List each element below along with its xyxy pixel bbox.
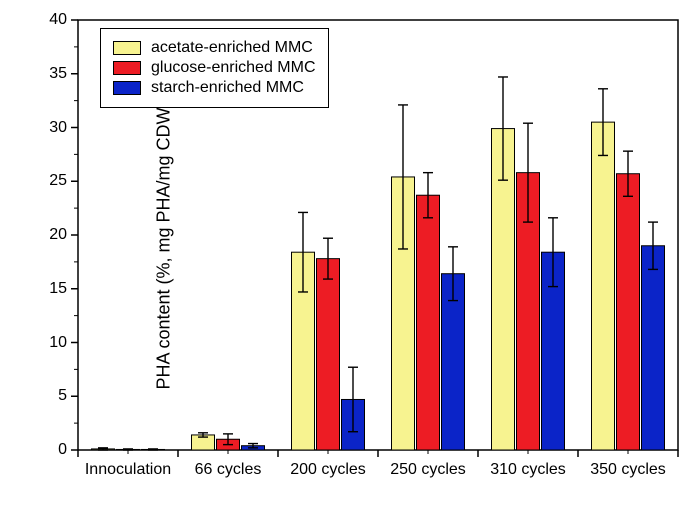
x-tick-label: Innoculation (78, 461, 178, 479)
legend-swatch (113, 41, 141, 55)
x-tick-label: 310 cycles (478, 461, 578, 479)
pha-content-chart: PHA content (%, mg PHA/mg CDW) acetate-e… (0, 0, 700, 510)
x-tick-label: 66 cycles (178, 461, 278, 479)
legend-item-glucose: glucose-enriched MMC (113, 59, 316, 77)
bar-acetate (592, 122, 615, 450)
y-tick-label: 35 (49, 65, 67, 83)
x-tick-label: 200 cycles (278, 461, 378, 479)
x-tick-label: 350 cycles (578, 461, 678, 479)
bar-starch (642, 246, 665, 450)
legend-item-starch: starch-enriched MMC (113, 79, 316, 97)
x-tick-label: 250 cycles (378, 461, 478, 479)
legend-label: acetate-enriched MMC (151, 39, 313, 57)
y-tick-label: 25 (49, 172, 67, 190)
bar-glucose (317, 259, 340, 450)
legend-item-acetate: acetate-enriched MMC (113, 39, 316, 57)
legend-swatch (113, 81, 141, 95)
y-tick-label: 5 (58, 387, 67, 405)
legend-label: starch-enriched MMC (151, 79, 304, 97)
legend-label: glucose-enriched MMC (151, 59, 316, 77)
legend-box: acetate-enriched MMC glucose-enriched MMC… (100, 28, 329, 108)
y-tick-label: 10 (49, 334, 67, 352)
y-tick-label: 30 (49, 119, 67, 137)
y-tick-label: 15 (49, 280, 67, 298)
legend-swatch (113, 61, 141, 75)
y-tick-label: 40 (49, 11, 67, 29)
bar-glucose (417, 195, 440, 450)
y-tick-label: 20 (49, 226, 67, 244)
y-tick-label: 0 (58, 441, 67, 459)
bar-glucose (617, 174, 640, 450)
